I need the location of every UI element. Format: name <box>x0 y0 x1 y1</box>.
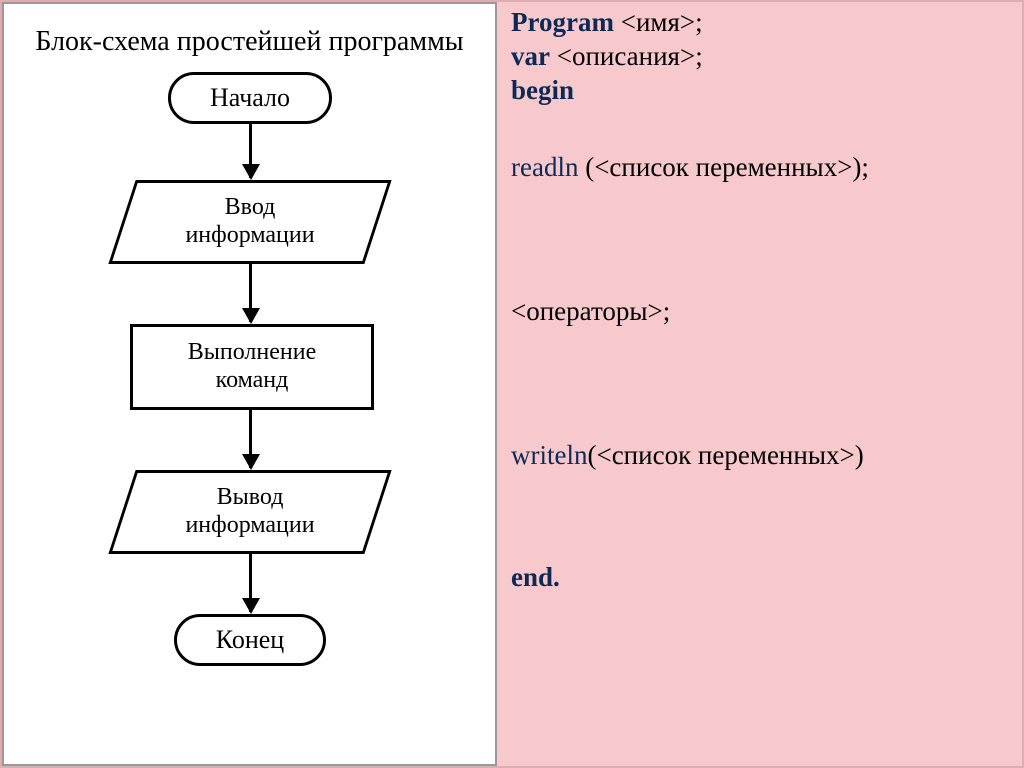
flowchart-title: Блок-схема простейшей программы <box>4 26 495 58</box>
var-tail: <описания>; <box>550 41 703 71</box>
fn-readln: readln <box>511 152 578 182</box>
spacer-4 <box>511 473 1014 561</box>
spacer-3 <box>511 329 1014 439</box>
kw-end: end. <box>511 562 560 592</box>
spacer-2 <box>511 185 1014 295</box>
node-output-shape <box>108 470 391 554</box>
page: Блок-схема простейшей программы Начало В… <box>0 0 1024 768</box>
node-input-shape <box>108 180 391 264</box>
node-start-label: Начало <box>210 83 290 113</box>
kw-begin: begin <box>511 75 574 105</box>
node-start: Начало <box>168 72 332 124</box>
code-panel: Program <имя>; var <описания>; begin rea… <box>497 2 1022 766</box>
arrow-input-exec <box>249 264 252 322</box>
flowchart-panel: Блок-схема простейшей программы Начало В… <box>2 2 497 766</box>
writeln-tail: (<список переменных>) <box>587 440 863 470</box>
code-line-operators: <операторы>; <box>511 295 1014 329</box>
spacer-1 <box>511 107 1014 151</box>
arrow-output-end <box>249 554 252 612</box>
node-exec: Выполнениекоманд <box>130 324 374 410</box>
arrow-exec-output <box>249 410 252 468</box>
kw-program: Program <box>511 7 614 37</box>
code-line-writeln: writeln(<список переменных>) <box>511 439 1014 473</box>
code-line-var: var <описания>; <box>511 40 1014 74</box>
code-line-program: Program <имя>; <box>511 6 1014 40</box>
program-tail: <имя>; <box>614 7 703 37</box>
kw-var: var <box>511 41 550 71</box>
node-end: Конец <box>174 614 326 666</box>
node-end-label: Конец <box>216 625 284 655</box>
operators-text: <операторы>; <box>511 296 670 326</box>
node-exec-label: Выполнениекоманд <box>188 339 316 394</box>
code-line-end: end. <box>511 561 1014 595</box>
readln-tail: (<список переменных>); <box>578 152 868 182</box>
arrow-start-input <box>249 124 252 178</box>
code-line-begin: begin <box>511 74 1014 108</box>
fn-writeln: writeln <box>511 440 587 470</box>
code-line-readln: readln (<список переменных>); <box>511 151 1014 185</box>
